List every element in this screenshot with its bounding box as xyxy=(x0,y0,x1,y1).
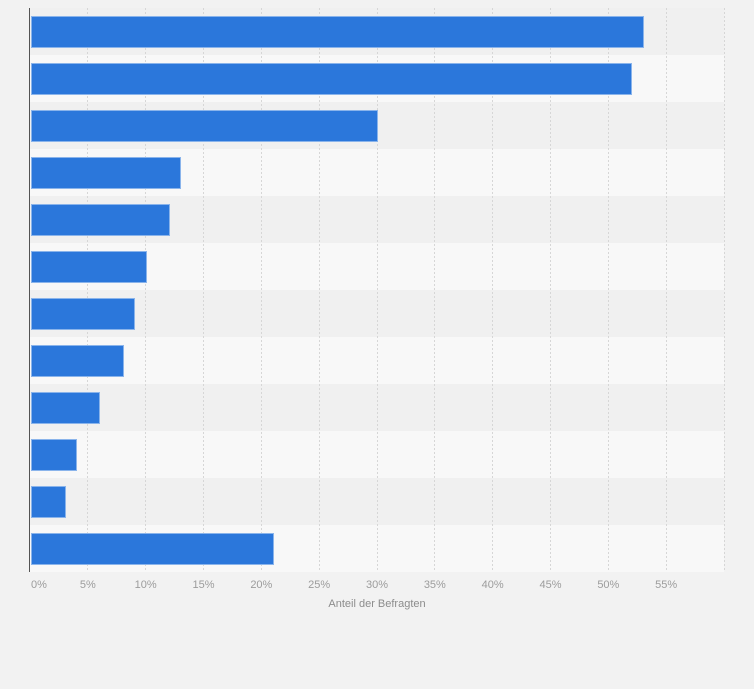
gridline xyxy=(492,8,494,572)
gridline xyxy=(145,8,147,572)
bar xyxy=(31,203,170,236)
x-tick-label: 50% xyxy=(597,579,620,591)
gridline xyxy=(607,8,609,572)
gridline xyxy=(87,8,89,572)
bar xyxy=(31,62,633,95)
bar xyxy=(31,438,78,471)
x-tick-label: 45% xyxy=(539,579,562,591)
bar xyxy=(31,391,101,424)
x-tick-label: 10% xyxy=(134,579,157,591)
gridline xyxy=(376,8,378,572)
bar xyxy=(31,156,182,189)
x-tick-label: 20% xyxy=(250,579,273,591)
bar xyxy=(31,485,66,518)
x-axis-title: Anteil der Befragten xyxy=(328,598,426,610)
bar xyxy=(31,250,147,283)
plot-area xyxy=(30,8,725,572)
gridline xyxy=(723,8,725,572)
x-tick-label: 5% xyxy=(79,579,96,591)
x-tick-label: 35% xyxy=(423,579,446,591)
x-tick-label: 0% xyxy=(31,579,47,591)
gridline xyxy=(318,8,320,572)
bar xyxy=(31,109,378,142)
x-tick-label: 15% xyxy=(192,579,215,591)
gridline xyxy=(260,8,262,572)
bar xyxy=(31,532,274,565)
gridline xyxy=(203,8,204,572)
category-axis-line xyxy=(28,8,31,572)
x-tick-label: 25% xyxy=(308,579,331,591)
x-tick-label: 30% xyxy=(365,579,389,591)
x-tick-label: 40% xyxy=(481,579,504,591)
x-tick-label: 55% xyxy=(655,579,678,591)
gridline xyxy=(434,8,436,572)
bar xyxy=(31,297,136,330)
gridline xyxy=(550,8,551,572)
bar xyxy=(31,15,645,48)
bar xyxy=(31,344,124,377)
gridline xyxy=(665,8,667,572)
